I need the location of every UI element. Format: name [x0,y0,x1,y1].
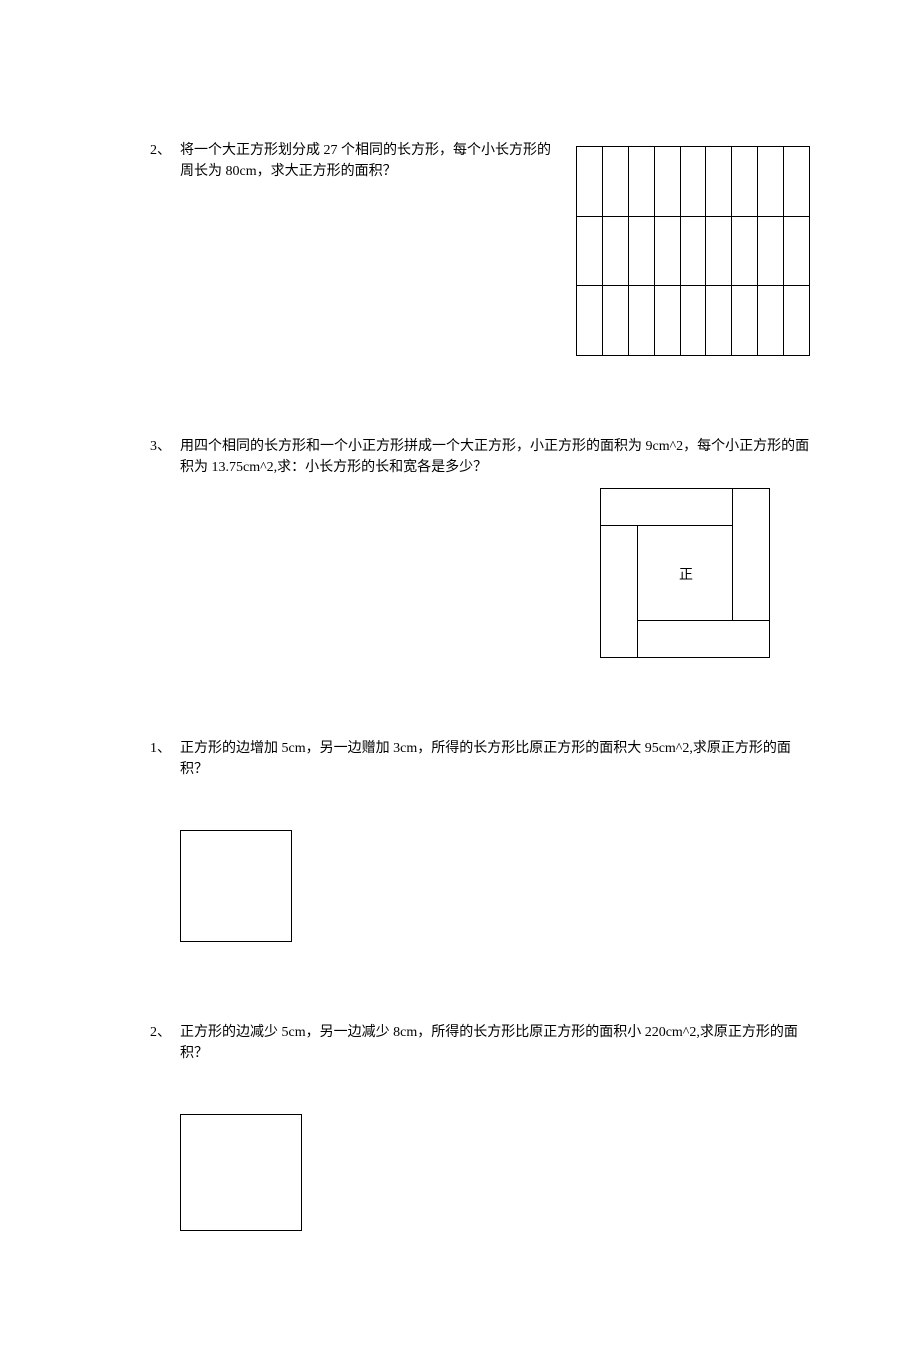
problem-number: 2、 [150,1022,180,1043]
grid-row [577,217,809,287]
grid-cell [577,147,603,216]
grid-cell [732,286,758,355]
problem-text: 正方形的边减少 5cm，另一边减少 8cm，所得的长方形比原正方形的面积小 22… [180,1022,810,1064]
problem-block: 3、 用四个相同的长方形和一个小正方形拼成一个大正方形，小正方形的面积为 9cm… [150,436,810,658]
problem-block: 2、 将一个大正方形划分成 27 个相同的长方形，每个小长方形的周长为 80cm… [150,140,810,356]
figure-pinwheel: 正 [600,488,770,658]
problem-number: 2、 [150,140,180,161]
grid-cell [629,217,655,286]
grid-cell [706,147,732,216]
problem-block: 1、 正方形的边增加 5cm，另一边赠加 3cm，所得的长方形比原正方形的面积大… [150,738,810,942]
figure-grid-3x9 [576,146,810,356]
grid-cell [603,286,629,355]
problem-block: 2、 正方形的边减少 5cm，另一边减少 8cm，所得的长方形比原正方形的面积小… [150,1022,810,1231]
pinwheel-rect-left [600,525,638,658]
grid-cell [758,286,784,355]
pinwheel-square: 正 [600,488,770,658]
grid-cell [706,286,732,355]
spacer [150,698,810,738]
problem-text: 将一个大正方形划分成 27 个相同的长方形，每个小长方形的周长为 80cm，求大… [180,140,556,182]
problem-text-row: 2、 正方形的边减少 5cm，另一边减少 8cm，所得的长方形比原正方形的面积小… [150,1022,810,1064]
problem-text-row: 1、 正方形的边增加 5cm，另一边赠加 3cm，所得的长方形比原正方形的面积大… [150,738,810,780]
problem-text-row: 3、 用四个相同的长方形和一个小正方形拼成一个大正方形，小正方形的面积为 9cm… [150,436,810,478]
grid-cell [681,286,707,355]
grid-cell [655,217,681,286]
grid-cell [758,217,784,286]
grid-row [577,286,809,355]
pinwheel-rect-right [732,488,770,621]
grid-cell [732,147,758,216]
grid-cell [577,286,603,355]
problem-number: 1、 [150,738,180,759]
problem-number: 3、 [150,436,180,457]
grid-cell [732,217,758,286]
grid-cell [603,147,629,216]
grid-cell [655,147,681,216]
square-shape [180,1114,302,1231]
pinwheel-rect-bottom [637,620,770,658]
page: 2、 将一个大正方形划分成 27 个相同的长方形，每个小长方形的周长为 80cm… [0,0,920,1371]
grid-row [577,147,809,217]
spacer [150,982,810,1022]
grid-cell [629,286,655,355]
grid-3x9 [576,146,810,356]
grid-cell [577,217,603,286]
pinwheel-rect-top [600,488,733,526]
grid-cell [655,286,681,355]
problem-text: 正方形的边增加 5cm，另一边赠加 3cm，所得的长方形比原正方形的面积大 95… [180,738,810,780]
grid-cell [603,217,629,286]
figure-square [180,1114,810,1231]
spacer [150,396,810,436]
grid-cell [706,217,732,286]
pinwheel-center-label: 正 [679,565,693,586]
problem-text: 用四个相同的长方形和一个小正方形拼成一个大正方形，小正方形的面积为 9cm^2，… [180,436,810,478]
grid-cell [784,147,809,216]
grid-cell [681,147,707,216]
grid-cell [681,217,707,286]
grid-cell [784,286,809,355]
grid-cell [784,217,809,286]
figure-square [180,830,810,942]
square-shape [180,830,292,942]
grid-cell [758,147,784,216]
problem-text-row: 2、 将一个大正方形划分成 27 个相同的长方形，每个小长方形的周长为 80cm… [150,140,556,182]
grid-cell [629,147,655,216]
